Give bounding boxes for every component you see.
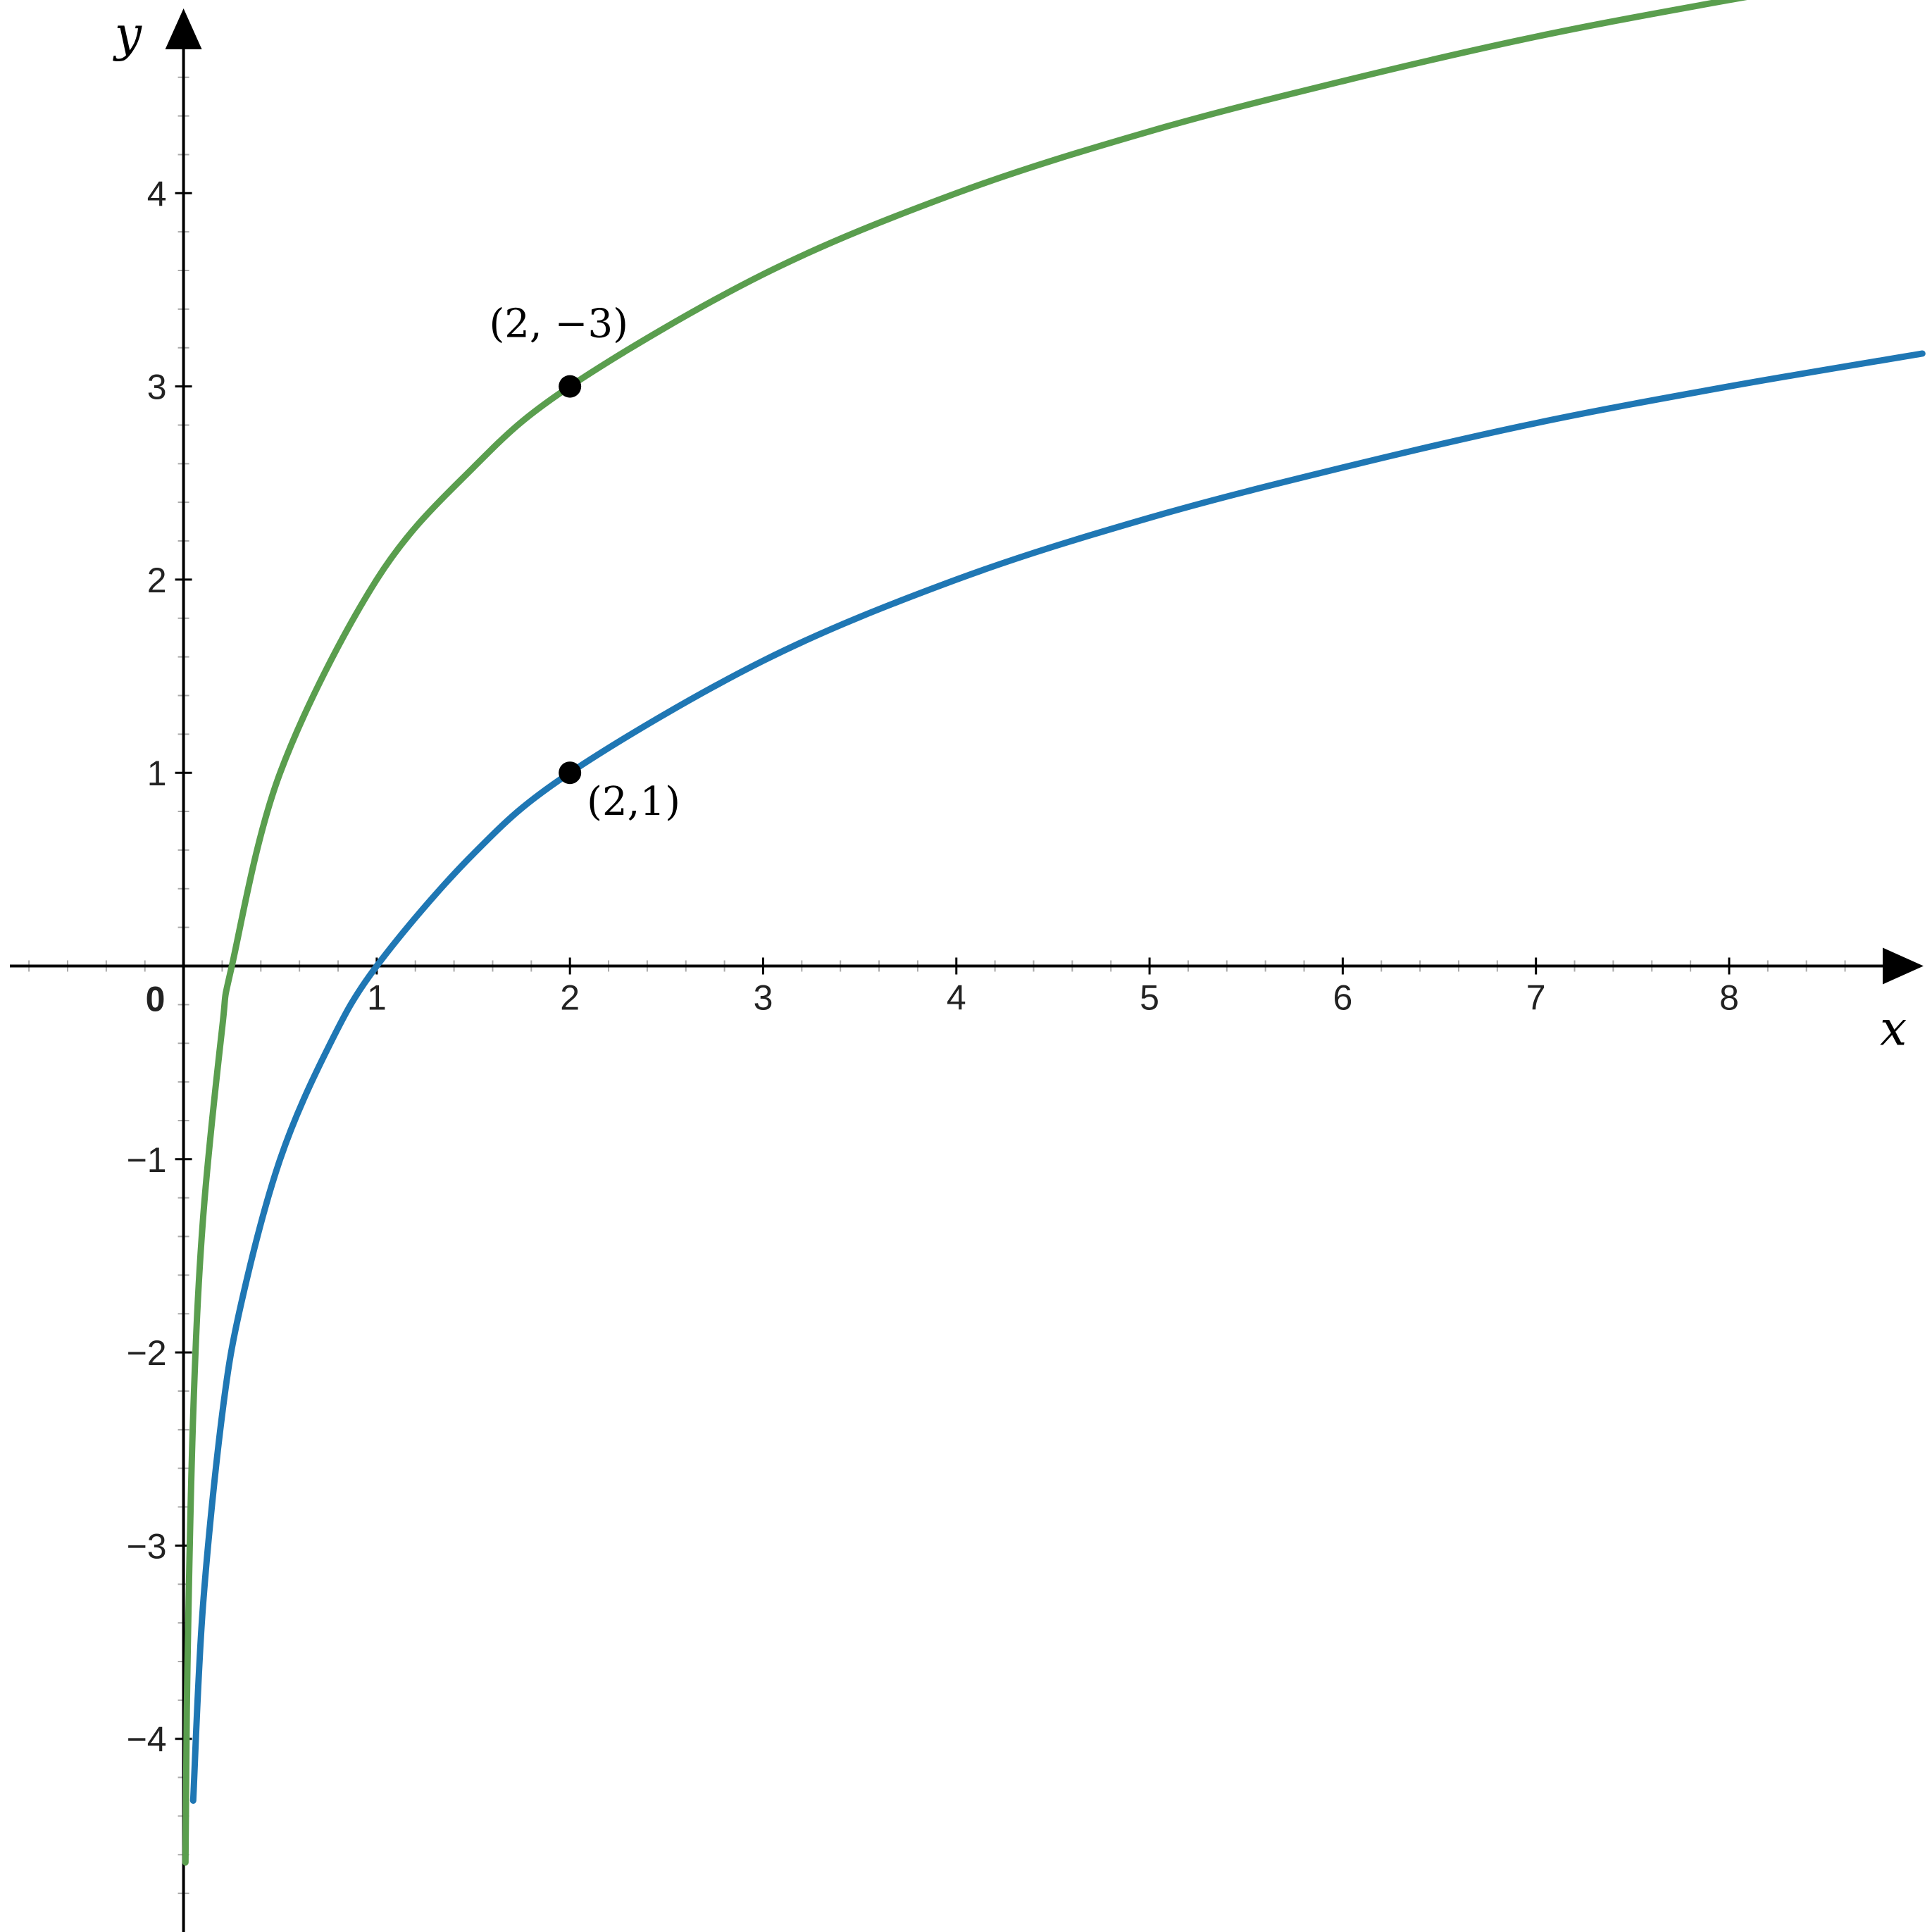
x-tick-label: 5	[1140, 978, 1159, 1018]
points: (2, −3) (2,1)	[489, 301, 680, 825]
curves	[182, 0, 1926, 1866]
tick-labels: 1 2 3 4 5 6 7 8 −4 −3 −2 −1 1 2 3 4	[127, 174, 1739, 1759]
y-tick-label: −3	[127, 1526, 167, 1566]
y-tick-label: −1	[127, 1140, 167, 1180]
y-tick-label: 2	[147, 561, 167, 600]
blue-curve	[189, 350, 1926, 1804]
x-tick-label: 4	[947, 978, 966, 1018]
x-axis-title: x	[1880, 1002, 1907, 1057]
x-tick-label: 2	[560, 978, 580, 1018]
x-tick-label: 8	[1719, 978, 1739, 1018]
y-tick-label: 1	[147, 754, 167, 793]
marked-point	[559, 761, 582, 785]
green-curve	[182, 0, 1747, 1866]
x-axis-arrowhead	[1883, 947, 1924, 985]
origin-label: 0	[146, 980, 166, 1019]
y-tick-label: −2	[127, 1333, 167, 1373]
y-axis-title: y	[113, 7, 143, 63]
minor-ticks	[28, 76, 1846, 1895]
point-label: (2,1)	[587, 779, 680, 825]
x-tick-label: 3	[754, 978, 773, 1018]
marked-point	[559, 375, 582, 398]
point-label: (2, −3)	[489, 301, 628, 347]
axes	[10, 8, 1924, 1932]
x-tick-label: 6	[1333, 978, 1352, 1018]
y-axis-arrowhead	[165, 8, 202, 49]
y-tick-label: −4	[127, 1720, 167, 1759]
x-tick-label: 7	[1526, 978, 1546, 1018]
y-tick-label: 3	[147, 368, 167, 407]
y-tick-label: 4	[147, 174, 167, 213]
x-tick-label: 1	[367, 978, 387, 1018]
